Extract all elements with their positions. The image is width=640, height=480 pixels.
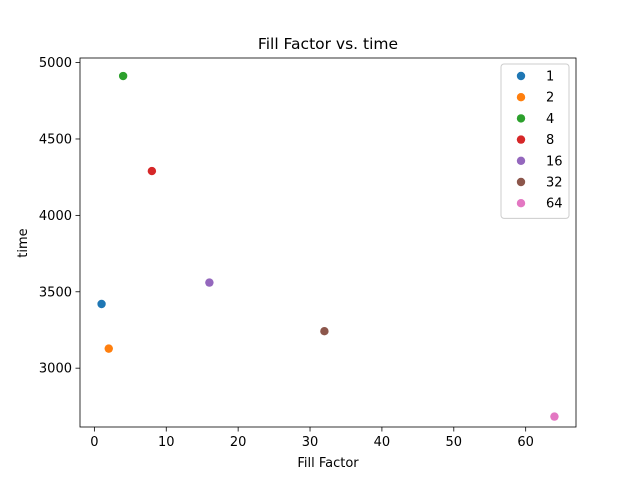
data-point-1 bbox=[97, 299, 106, 309]
data-point-64 bbox=[550, 412, 559, 421]
legend-marker-1 bbox=[516, 71, 526, 81]
axes-frame bbox=[79, 57, 577, 428]
x-tick-label: 30 bbox=[302, 435, 319, 450]
y-axis-label: time bbox=[16, 228, 31, 257]
x-axis-label: Fill Factor bbox=[297, 456, 359, 471]
legend-marker-32 bbox=[516, 177, 526, 187]
x-tick-label: 20 bbox=[230, 435, 247, 450]
data-point-32 bbox=[320, 326, 329, 336]
y-tick-label: 3000 bbox=[39, 362, 72, 377]
legend-frame bbox=[500, 63, 570, 219]
data-point-4 bbox=[118, 71, 128, 81]
y-tick-label: 4500 bbox=[39, 132, 72, 147]
plot-area: 0 10 20 30 40 50 60 3000 3500 4000 4500 5000 bbox=[39, 56, 577, 450]
legend-label-16: 16 bbox=[546, 154, 563, 169]
legend-marker-8 bbox=[516, 135, 526, 144]
data-point-2 bbox=[104, 344, 113, 353]
legend-label-64: 64 bbox=[546, 197, 563, 212]
legend-marker-2 bbox=[516, 93, 526, 102]
legend-marker-64 bbox=[516, 199, 526, 208]
legend: 1 2 4 8 16 32 64 bbox=[500, 63, 570, 219]
legend-label-32: 32 bbox=[546, 176, 563, 191]
legend-label-2: 2 bbox=[546, 91, 554, 106]
y-tick-label: 3500 bbox=[39, 285, 72, 300]
x-tick-label: 40 bbox=[374, 435, 391, 450]
x-tick-label: 0 bbox=[90, 435, 98, 450]
legend-label-1: 1 bbox=[546, 70, 554, 85]
x-tick-label: 60 bbox=[517, 435, 534, 450]
data-point-16 bbox=[205, 278, 214, 287]
legend-marker-16 bbox=[516, 156, 526, 165]
y-tick-label: 4000 bbox=[39, 209, 72, 224]
x-tick-label: 50 bbox=[446, 435, 463, 450]
legend-marker-4 bbox=[516, 114, 526, 123]
legend-label-8: 8 bbox=[546, 133, 554, 148]
legend-label-4: 4 bbox=[546, 112, 554, 127]
data-point-8 bbox=[147, 166, 157, 176]
x-tick-label: 10 bbox=[158, 435, 175, 450]
y-tick-label: 5000 bbox=[39, 56, 72, 71]
chart-title: Fill Factor vs. time bbox=[258, 35, 398, 53]
